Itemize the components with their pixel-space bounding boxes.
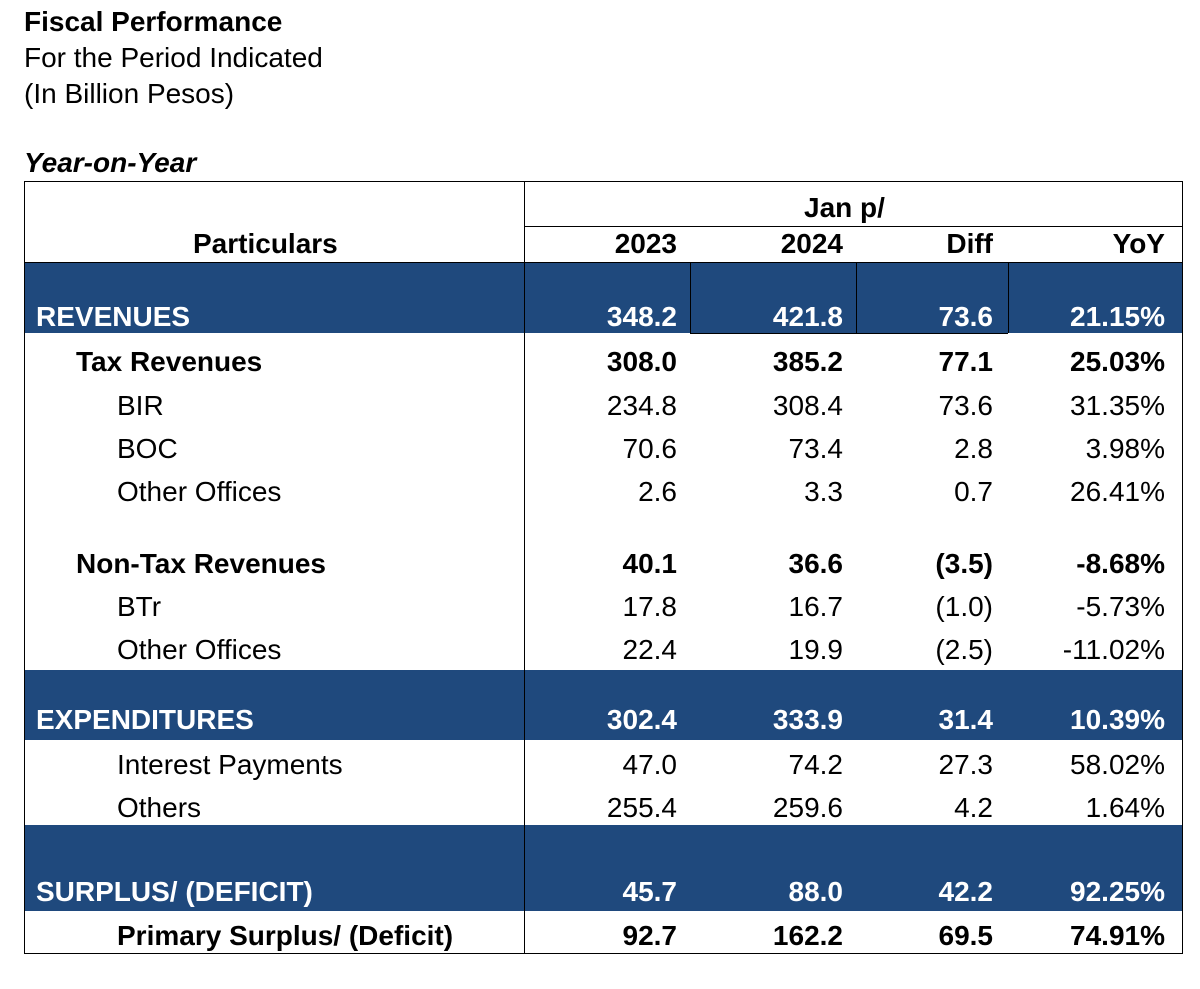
table-row-other-offices-tax: Other Offices 2.6 3.3 0.7 26.41% [0,470,1200,514]
row-label: Non-Tax Revenues [76,548,326,579]
row-label: EXPENDITURES [36,704,254,735]
cell-yoy: 26.41% [1070,476,1165,507]
cell-2024: 421.8 [772,301,843,332]
row-label: REVENUES [36,301,191,332]
cell-diff: 69.5 [938,920,994,951]
cell-diff: 4.2 [954,792,993,823]
section-label: Year-on-Year [24,147,197,178]
table-row-btr: BTr 17.8 16.7 (1.0) -5.73% [0,585,1200,629]
cell-diff: (3.5) [935,548,993,579]
col-header-2023: 2023 [614,228,677,259]
cell-diff: 27.3 [938,749,994,780]
table-row-tax-revenues: Tax Revenues 308.0 385.2 77.1 25.03% [0,340,1200,384]
cell-2023: 255.4 [606,792,677,823]
cell-2023: 40.1 [622,548,678,579]
revenues-band [24,263,1183,333]
cell-2023: 92.7 [622,920,678,951]
cell-yoy: 3.98% [1085,433,1165,464]
cell-2024: 385.2 [772,346,843,377]
table-row-revenues: REVENUES 348.2 421.8 73.6 21.15% [0,295,1200,339]
cell-2023: 234.8 [606,390,677,421]
cell-yoy: 25.03% [1070,346,1165,377]
cell-yoy: 92.25% [1070,876,1165,907]
table-row-other-offices-nontax: Other Offices 22.4 19.9 (2.5) -11.02% [0,628,1200,672]
cell-diff: 73.6 [938,390,994,421]
row-label: BOC [117,433,178,464]
surplus-band [24,825,1183,911]
cell-diff: 77.1 [938,346,994,377]
cell-2024: 3.3 [804,476,843,507]
cell-yoy: -5.73% [1076,591,1165,622]
cell-diff: 31.4 [938,704,994,735]
cell-diff: 2.8 [954,433,993,464]
table-row-interest-payments: Interest Payments 47.0 74.2 27.3 58.02% [0,743,1200,787]
table-frame [24,181,1183,954]
table-row-others: Others 255.4 259.6 4.2 1.64% [0,786,1200,830]
cell-2024: 16.7 [788,591,844,622]
cell-2024: 333.9 [772,704,843,735]
cell-yoy: 1.64% [1085,792,1165,823]
row-label: BIR [117,390,164,421]
row-label: Primary Surplus/ (Deficit) [117,920,454,951]
page-title: Fiscal Performance [24,6,283,37]
col-header-diff: Diff [946,228,993,259]
table-row-boc: BOC 70.6 73.4 2.8 3.98% [0,427,1200,471]
header-bottom-rule [24,262,1183,263]
cell-yoy: 31.35% [1070,390,1165,421]
expenditures-band [24,670,1183,740]
row-label: Other Offices [117,476,282,507]
cell-2024: 74.2 [788,749,844,780]
col-header-2024: 2024 [780,228,843,259]
cell-yoy: -8.68% [1076,548,1165,579]
row-label: Others [117,792,202,823]
cell-2024: 73.4 [788,433,844,464]
group-header-rule [524,226,1183,227]
cell-yoy: 10.39% [1070,704,1165,735]
table-row-expenditures: EXPENDITURES 302.4 333.9 31.4 10.39% [0,698,1200,742]
band-divider-1 [690,263,691,333]
cell-2023: 70.6 [622,433,678,464]
cell-yoy: 58.02% [1070,749,1165,780]
cell-2024: 259.6 [772,792,843,823]
cell-2023: 2.6 [638,476,677,507]
cell-yoy: 21.15% [1070,301,1165,332]
row-label: Other Offices [117,634,282,665]
cell-2023: 22.4 [622,634,678,665]
cell-2024: 88.0 [788,876,844,907]
cell-diff: 73.6 [938,301,994,332]
row-label: SURPLUS/ (DEFICIT) [36,876,313,907]
table-row-surplus-deficit: SURPLUS/ (DEFICIT) 45.7 88.0 42.2 92.25% [0,870,1200,914]
cell-2023: 45.7 [622,876,678,907]
row-label: Interest Payments [117,749,343,780]
cell-yoy: 74.91% [1070,920,1165,951]
col-header-yoy: YoY [1112,228,1165,259]
cell-2023: 47.0 [622,749,678,780]
table-row-non-tax-revenues: Non-Tax Revenues 40.1 36.6 (3.5) -8.68% [0,542,1200,586]
cell-2024: 36.6 [788,548,844,579]
cell-diff: (1.0) [935,591,993,622]
cell-2023: 308.0 [606,346,677,377]
table-row-bir: BIR 234.8 308.4 73.6 31.35% [0,384,1200,428]
period-subtitle: For the Period Indicated [24,42,323,73]
cell-2024: 162.2 [772,920,843,951]
cell-2024: 308.4 [772,390,843,421]
cell-diff: 42.2 [938,876,994,907]
cell-2023: 17.8 [622,591,678,622]
particulars-divider [524,181,525,954]
cell-2023: 348.2 [606,301,677,332]
cell-2024: 19.9 [788,634,844,665]
units-subtitle: (In Billion Pesos) [24,78,235,109]
row-label: Tax Revenues [76,346,263,377]
col-header-particulars: Particulars [193,228,338,259]
group-header-jan: Jan p/ [804,192,885,223]
band-divider-3 [1008,263,1009,333]
cell-yoy: -11.02% [1062,634,1165,665]
cell-diff: (2.5) [935,634,993,665]
band-divider-2 [856,263,857,333]
cell-diff: 0.7 [954,476,993,507]
revenues-rule [690,333,1008,334]
cell-2023: 302.4 [606,704,677,735]
row-label: BTr [117,591,162,622]
table-row-primary-surplus: Primary Surplus/ (Deficit) 92.7 162.2 69… [0,914,1200,958]
